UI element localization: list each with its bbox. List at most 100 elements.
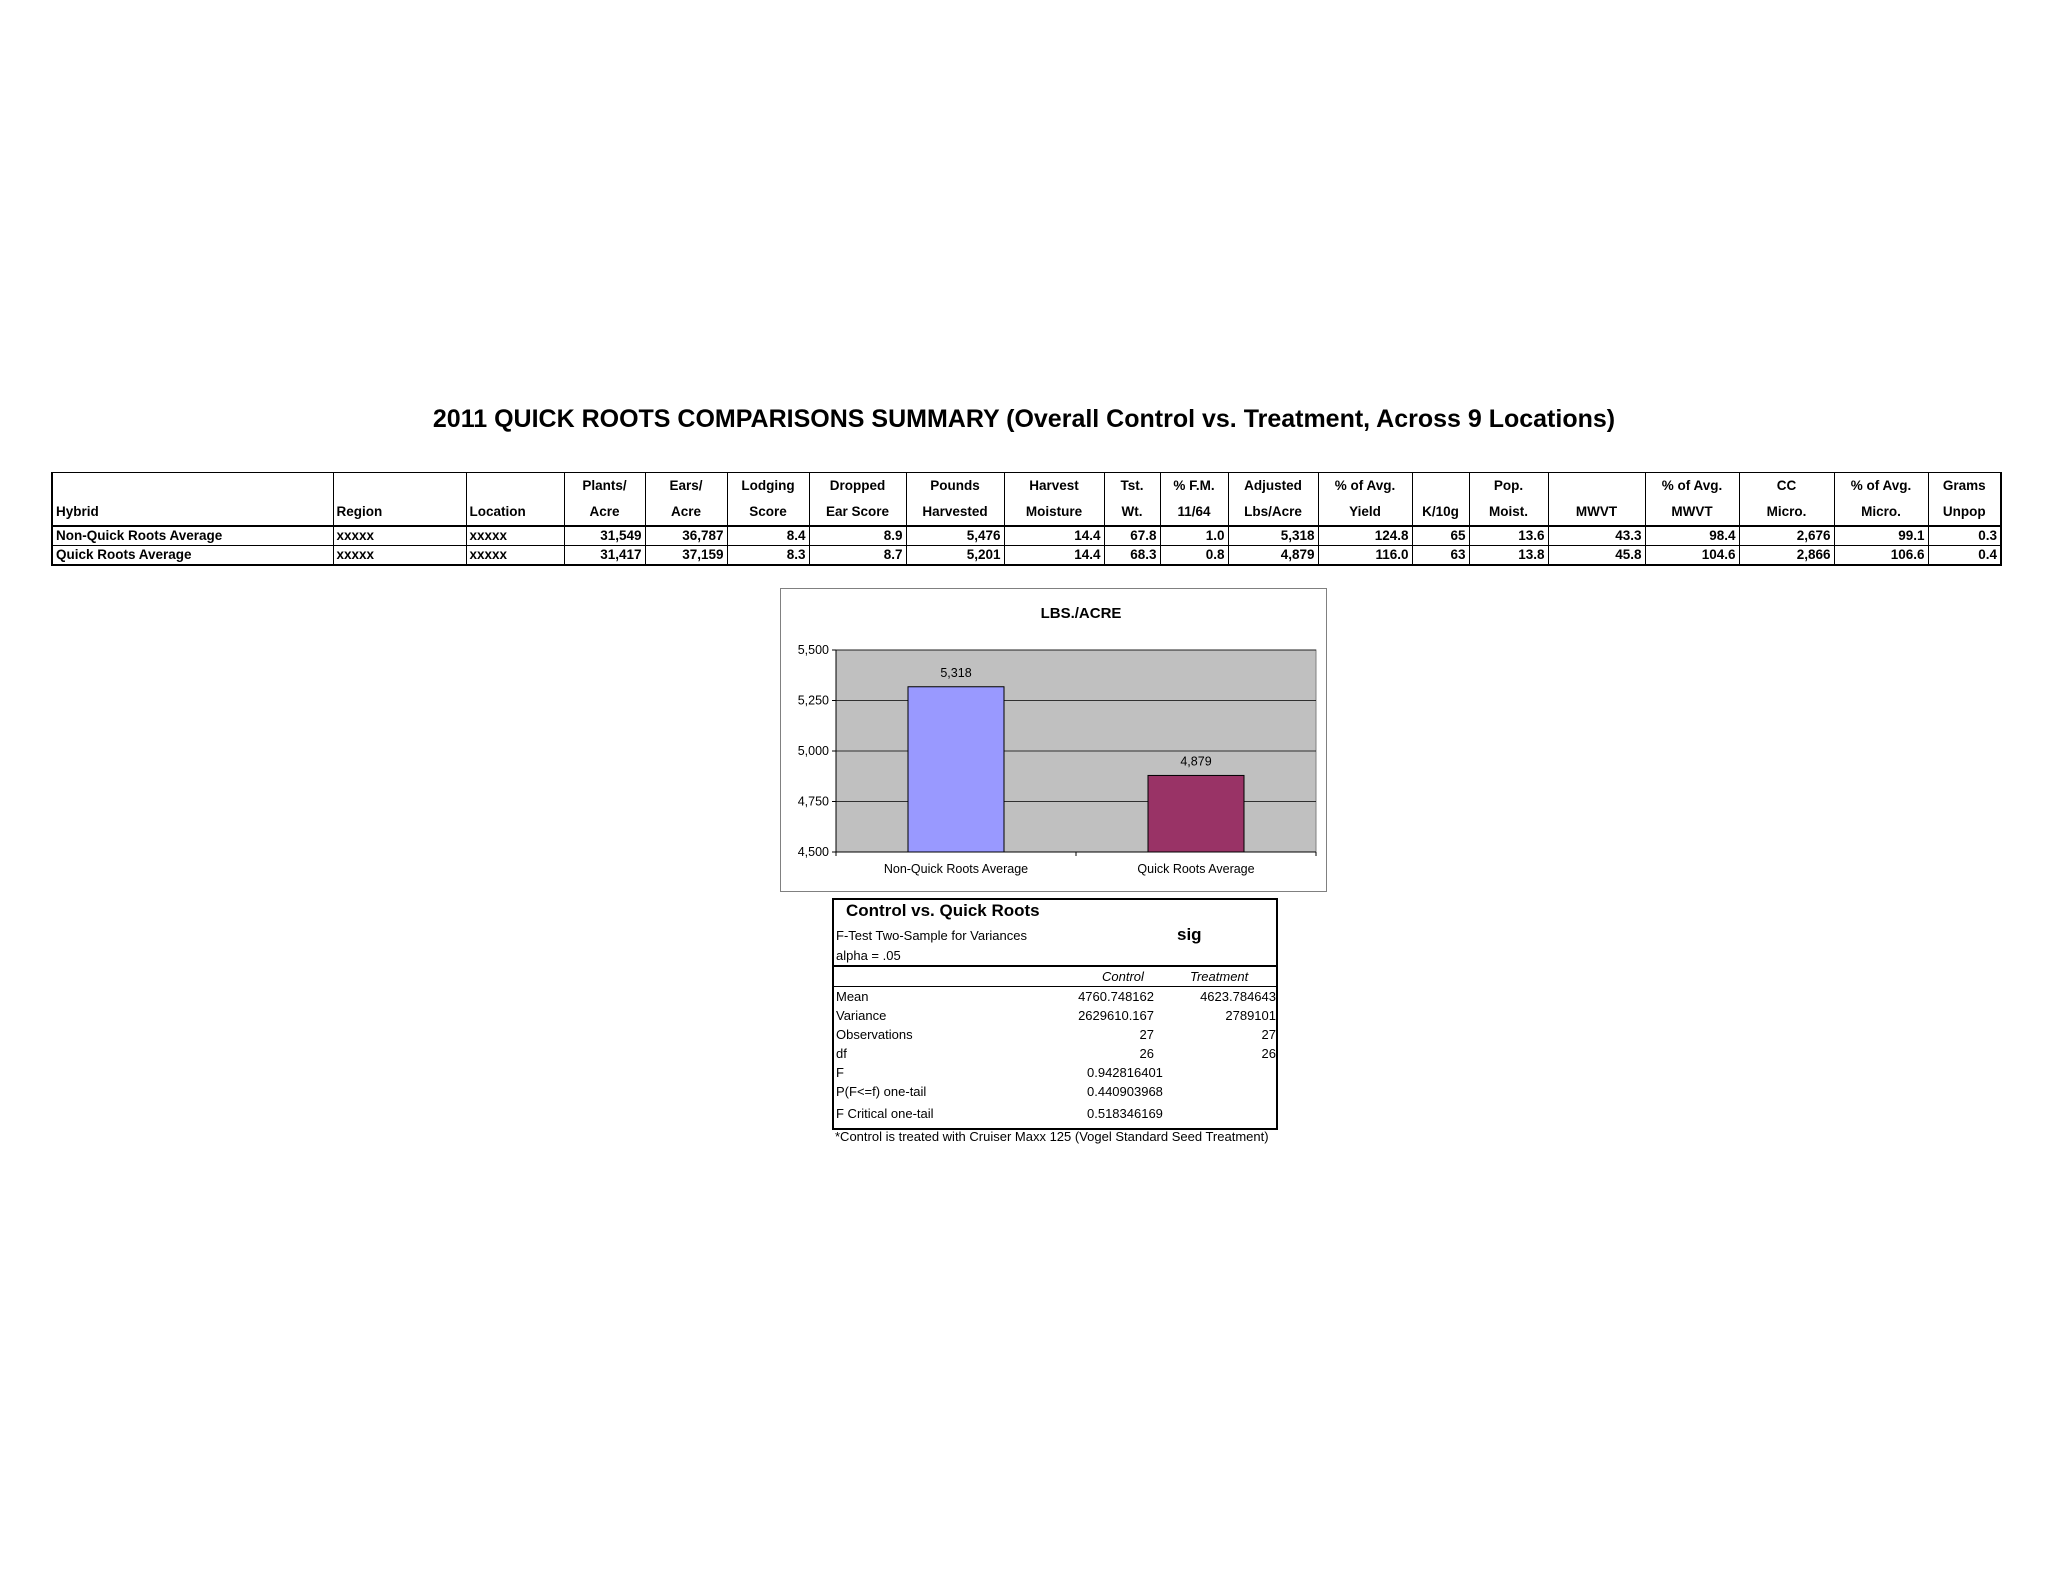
table-cell: % F.M. bbox=[1159, 472, 1229, 499]
col-treatment: Treatment bbox=[1190, 969, 1249, 984]
stat-control-value: 4760.748162 bbox=[1078, 989, 1154, 1004]
table-cell: Harvest bbox=[1003, 472, 1105, 499]
table-cell: xxxxx bbox=[332, 525, 467, 546]
table-cell: Micro. bbox=[1833, 499, 1929, 527]
table-cell: % of Avg. bbox=[1644, 472, 1740, 499]
table-cell: 13.6 bbox=[1468, 525, 1549, 546]
table-row: Quick Roots Average xxxxx xxxxx 31,417 37,15… bbox=[51, 545, 2002, 566]
table-cell: 8.3 bbox=[726, 545, 810, 566]
table-cell bbox=[1547, 472, 1646, 499]
table-cell: Pounds bbox=[905, 472, 1005, 499]
stat-control-value: 27 bbox=[1139, 1027, 1154, 1042]
table-header-row: Hybrid Region Location Acre Acre Score Ear Sco… bbox=[51, 499, 2002, 527]
table-cell: Tst. bbox=[1103, 472, 1161, 499]
data-label: 4,879 bbox=[1180, 754, 1211, 768]
table-cell: Harvested bbox=[905, 499, 1005, 527]
table-cell: CC bbox=[1738, 472, 1835, 499]
stat-treatment-value: 27 bbox=[1261, 1027, 1276, 1042]
divider bbox=[834, 986, 1276, 987]
table-cell: xxxxx bbox=[332, 545, 467, 566]
table-cell: Moist. bbox=[1468, 499, 1549, 527]
table-cell: 98.4 bbox=[1644, 525, 1740, 546]
table-cell: 31,549 bbox=[563, 525, 646, 546]
table-row: Non-Quick Roots Average xxxxx xxxxx 31,549 3… bbox=[51, 525, 2002, 546]
table-cell: Ears/ bbox=[644, 472, 728, 499]
table-cell: Grams bbox=[1927, 472, 2002, 499]
table-cell: Hybrid bbox=[51, 499, 334, 527]
col-control: Control bbox=[1102, 969, 1144, 984]
table-cell bbox=[1411, 472, 1470, 499]
table-cell: 36,787 bbox=[644, 525, 728, 546]
y-tick-label: 4,500 bbox=[798, 845, 829, 859]
table-cell: 106.6 bbox=[1833, 545, 1929, 566]
table-cell: Ear Score bbox=[808, 499, 907, 527]
table-cell: Moisture bbox=[1003, 499, 1105, 527]
table-cell: % of Avg. bbox=[1317, 472, 1413, 499]
table-cell: MWVT bbox=[1547, 499, 1646, 527]
table-cell: 43.3 bbox=[1547, 525, 1646, 546]
table-cell: K/10g bbox=[1411, 499, 1470, 527]
table-cell: Acre bbox=[563, 499, 646, 527]
table-cell: Adjusted bbox=[1227, 472, 1319, 499]
table-cell: 63 bbox=[1411, 545, 1470, 566]
table-cell: 13.8 bbox=[1468, 545, 1549, 566]
table-cell: 104.6 bbox=[1644, 545, 1740, 566]
table-cell: Lodging bbox=[726, 472, 810, 499]
table-cell: Non-Quick Roots Average bbox=[51, 525, 334, 546]
stat-treatment-value: 2789101 bbox=[1225, 1008, 1276, 1023]
x-tick-label: Quick Roots Average bbox=[1137, 862, 1254, 876]
table-cell: 0.4 bbox=[1927, 545, 2002, 566]
y-tick-label: 5,500 bbox=[798, 643, 829, 657]
bar bbox=[907, 686, 1005, 853]
stat-label: F bbox=[836, 1065, 844, 1080]
stat-treatment-value: 4623.784643 bbox=[1200, 989, 1276, 1004]
table-cell: xxxxx bbox=[465, 545, 565, 566]
table-cell: Dropped bbox=[808, 472, 907, 499]
table-cell: Quick Roots Average bbox=[51, 545, 334, 566]
table-cell: 124.8 bbox=[1317, 525, 1413, 546]
stat-label: Observations bbox=[836, 1027, 913, 1042]
table-cell: 2,866 bbox=[1738, 545, 1835, 566]
table-cell: 116.0 bbox=[1317, 545, 1413, 566]
table-cell: 45.8 bbox=[1547, 545, 1646, 566]
table-cell: Pop. bbox=[1468, 472, 1549, 499]
stat-control-value: 2629610.167 bbox=[1078, 1008, 1154, 1023]
table-cell: 8.7 bbox=[808, 545, 907, 566]
table-cell: Location bbox=[465, 499, 565, 527]
lbs-acre-chart: LBS./ACRE 4,500 4,750 5,000 5,250 5,500 5,318… bbox=[780, 588, 1327, 892]
stat-label: Variance bbox=[836, 1008, 887, 1023]
y-tick-label: 4,750 bbox=[798, 795, 829, 809]
table-cell: 8.9 bbox=[808, 525, 907, 546]
page-title: 2011 QUICK ROOTS COMPARISONS SUMMARY (Ov… bbox=[432, 405, 1616, 433]
table-cell: Lbs/Acre bbox=[1227, 499, 1319, 527]
table-cell: 99.1 bbox=[1833, 525, 1929, 546]
table-cell: Yield bbox=[1317, 499, 1413, 527]
stat-control-value: 0.518346169 bbox=[1087, 1106, 1163, 1121]
table-cell: 0.8 bbox=[1159, 545, 1229, 566]
data-label: 5,318 bbox=[940, 666, 971, 680]
stat-label: P(F<=f) one-tail bbox=[836, 1084, 927, 1099]
table-cell: % of Avg. bbox=[1833, 472, 1929, 499]
stat-label: Mean bbox=[836, 989, 869, 1004]
table-cell: 0.3 bbox=[1927, 525, 2002, 546]
table-cell: 5,318 bbox=[1227, 525, 1319, 546]
stat-label: df bbox=[836, 1046, 847, 1061]
test-name: F-Test Two-Sample for Variances bbox=[836, 928, 1027, 943]
bar bbox=[1147, 774, 1245, 853]
table-cell: Plants/ bbox=[563, 472, 646, 499]
table-cell bbox=[51, 472, 334, 499]
table-cell bbox=[332, 472, 467, 499]
table-cell: 11/64 bbox=[1159, 499, 1229, 527]
table-cell: 5,476 bbox=[905, 525, 1005, 546]
alpha-label: alpha = .05 bbox=[836, 948, 901, 963]
footnote: *Control is treated with Cruiser Maxx 12… bbox=[835, 1129, 1269, 1144]
stat-treatment-value: 26 bbox=[1261, 1046, 1276, 1061]
table-cell: Region bbox=[332, 499, 467, 527]
table-cell: 14.4 bbox=[1003, 545, 1105, 566]
stat-label: F Critical one-tail bbox=[836, 1106, 934, 1121]
table-cell: 4,879 bbox=[1227, 545, 1319, 566]
table-cell bbox=[465, 472, 565, 499]
sig-label: sig bbox=[1177, 925, 1202, 944]
table-cell: Unpop bbox=[1927, 499, 2002, 527]
table-cell: xxxxx bbox=[465, 525, 565, 546]
